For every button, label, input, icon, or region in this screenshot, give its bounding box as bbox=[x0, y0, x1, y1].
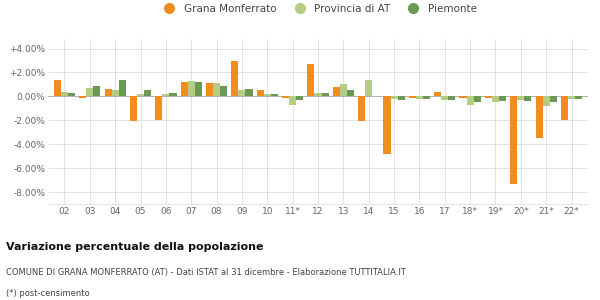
Bar bbox=[130, 96, 137, 122]
Bar bbox=[575, 96, 582, 99]
Bar bbox=[467, 96, 473, 105]
Bar bbox=[271, 94, 278, 96]
Bar bbox=[68, 93, 75, 96]
Bar bbox=[340, 84, 347, 96]
Bar bbox=[61, 92, 68, 96]
Bar bbox=[460, 96, 467, 98]
Bar bbox=[213, 83, 220, 96]
Text: (*) post-censimento: (*) post-censimento bbox=[6, 290, 89, 298]
Bar bbox=[473, 96, 481, 102]
Bar bbox=[155, 96, 163, 120]
Bar bbox=[296, 96, 303, 100]
Bar bbox=[542, 96, 550, 106]
Bar bbox=[347, 90, 354, 96]
Bar bbox=[524, 96, 532, 101]
Bar bbox=[517, 96, 524, 100]
Bar bbox=[358, 96, 365, 122]
Bar bbox=[119, 80, 126, 96]
Bar bbox=[137, 94, 144, 96]
Bar bbox=[383, 96, 391, 154]
Bar bbox=[416, 96, 423, 99]
Bar bbox=[181, 82, 188, 96]
Bar bbox=[220, 85, 227, 96]
Bar bbox=[54, 80, 61, 96]
Bar bbox=[333, 87, 340, 96]
Bar bbox=[169, 93, 176, 96]
Legend: Grana Monferrato, Provincia di AT, Piemonte: Grana Monferrato, Provincia di AT, Piemo… bbox=[159, 4, 477, 14]
Bar bbox=[536, 96, 542, 138]
Bar bbox=[307, 64, 314, 96]
Text: Variazione percentuale della popolazione: Variazione percentuale della popolazione bbox=[6, 242, 263, 251]
Bar bbox=[561, 96, 568, 120]
Bar bbox=[245, 89, 253, 96]
Bar bbox=[314, 93, 322, 96]
Bar bbox=[104, 89, 112, 96]
Bar bbox=[79, 96, 86, 98]
Bar bbox=[282, 96, 289, 98]
Bar bbox=[568, 96, 575, 99]
Bar bbox=[499, 96, 506, 101]
Bar bbox=[365, 80, 372, 96]
Bar bbox=[423, 96, 430, 99]
Bar bbox=[550, 96, 557, 102]
Bar bbox=[195, 82, 202, 96]
Bar bbox=[409, 96, 416, 98]
Bar bbox=[144, 90, 151, 96]
Bar bbox=[112, 90, 119, 96]
Bar bbox=[448, 96, 455, 100]
Bar bbox=[231, 61, 238, 96]
Bar bbox=[434, 92, 441, 96]
Bar bbox=[492, 96, 499, 102]
Bar bbox=[264, 94, 271, 96]
Bar bbox=[163, 94, 169, 96]
Bar bbox=[391, 96, 398, 99]
Bar bbox=[206, 83, 213, 96]
Bar bbox=[441, 96, 448, 100]
Bar bbox=[322, 93, 329, 96]
Bar bbox=[289, 96, 296, 105]
Text: COMUNE DI GRANA MONFERRATO (AT) - Dati ISTAT al 31 dicembre - Elaborazione TUTTI: COMUNE DI GRANA MONFERRATO (AT) - Dati I… bbox=[6, 268, 406, 278]
Bar bbox=[398, 96, 405, 100]
Bar bbox=[257, 90, 264, 96]
Bar bbox=[188, 81, 195, 96]
Bar bbox=[86, 88, 94, 96]
Bar bbox=[94, 85, 100, 96]
Bar bbox=[510, 96, 517, 184]
Bar bbox=[485, 96, 492, 98]
Bar bbox=[238, 90, 245, 96]
